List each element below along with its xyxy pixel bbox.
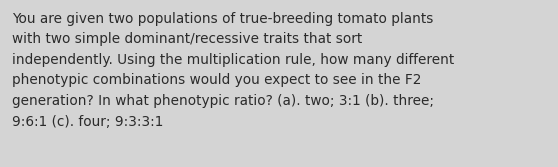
Text: You are given two populations of true-breeding tomato plants
with two simple dom: You are given two populations of true-br…	[12, 12, 455, 129]
